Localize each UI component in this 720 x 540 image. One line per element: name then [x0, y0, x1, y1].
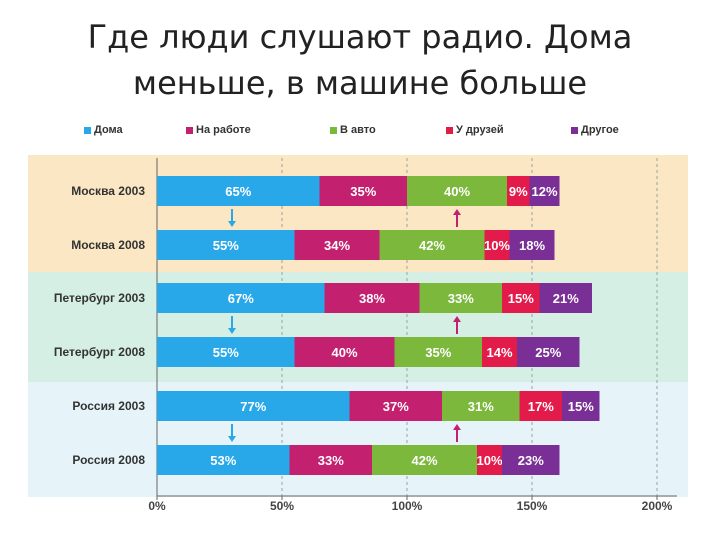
bar-car	[419, 283, 502, 313]
bar-other	[539, 283, 592, 313]
bar-work	[289, 445, 372, 475]
bar-value-label: 37%	[383, 399, 409, 414]
legend-label-home: Дома	[94, 124, 123, 136]
bar-value-label: 77%	[240, 399, 266, 414]
arrow-down-home-head	[228, 221, 236, 227]
bar-other	[517, 337, 580, 367]
bar-value-label: 65%	[225, 184, 251, 199]
bar-value-label: 14%	[486, 345, 512, 360]
bar-value-label: 33%	[448, 291, 474, 306]
title-line-2: меньше, в машине больше	[132, 64, 588, 102]
category-label: Петербург 2008	[54, 345, 145, 359]
category-label: Москва 2003	[71, 184, 145, 198]
bar-friends	[484, 230, 510, 260]
bar-car	[372, 445, 477, 475]
bar-car	[379, 230, 485, 260]
bar-value-label: 40%	[444, 184, 470, 199]
legend: Дома На работе В авто У друзей Другое	[84, 124, 684, 140]
bar-home	[157, 391, 350, 421]
bar-value-label: 9%	[509, 184, 528, 199]
bar-value-label: 23%	[518, 453, 544, 468]
bar-car	[442, 391, 520, 421]
bar-friends	[519, 391, 562, 421]
bar-value-label: 15%	[508, 291, 534, 306]
x-tick-label: 200%	[642, 499, 673, 513]
bar-other	[562, 391, 600, 421]
bar-value-label: 31%	[468, 399, 494, 414]
bar-value-label: 10%	[476, 453, 502, 468]
bar-value-label: 40%	[331, 345, 357, 360]
bar-car	[407, 176, 507, 206]
legend-item-car: В авто	[330, 124, 376, 136]
bar-friends	[477, 445, 502, 475]
bar-value-label: 42%	[411, 453, 437, 468]
category-label: Россия 2003	[72, 399, 145, 413]
bar-value-label: 42%	[419, 238, 445, 253]
legend-label-other: Другое	[581, 124, 619, 136]
legend-label-car: В авто	[340, 124, 376, 136]
arrow-up-car-head	[453, 209, 461, 215]
bar-value-label: 55%	[213, 238, 239, 253]
bar-value-label: 18%	[519, 238, 545, 253]
legend-swatch-car	[330, 126, 337, 134]
arrow-up-car-head	[453, 316, 461, 322]
bar-work	[294, 230, 380, 260]
bar-home	[157, 230, 295, 260]
legend-swatch-other	[571, 126, 578, 134]
legend-item-other: Другое	[571, 124, 619, 136]
chart-title: Где люди слушают радио. Дома меньше, в м…	[0, 14, 720, 106]
bar-work	[324, 283, 420, 313]
legend-swatch-friends	[446, 126, 453, 134]
bar-value-label: 67%	[228, 291, 254, 306]
bar-work	[294, 337, 395, 367]
bar-home	[157, 283, 325, 313]
legend-label-work: На работе	[196, 124, 251, 136]
bar-other	[502, 445, 560, 475]
legend-item-home: Дома	[84, 124, 123, 136]
legend-item-work: На работе	[186, 124, 251, 136]
bar-friends	[502, 283, 540, 313]
legend-swatch-work	[186, 126, 193, 134]
bar-value-label: 21%	[553, 291, 579, 306]
bar-value-label: 10%	[484, 238, 510, 253]
bar-value-label: 34%	[324, 238, 350, 253]
bar-value-label: 35%	[350, 184, 376, 199]
bar-value-label: 15%	[568, 399, 594, 414]
legend-item-friends: У друзей	[446, 124, 504, 136]
bar-work	[349, 391, 442, 421]
legend-label-friends: У друзей	[456, 124, 504, 136]
bar-value-label: 25%	[535, 345, 561, 360]
arrow-down-home-head	[228, 328, 236, 334]
x-tick-label: 50%	[270, 499, 294, 513]
bar-value-label: 33%	[318, 453, 344, 468]
bar-car	[394, 337, 482, 367]
x-tick-label: 0%	[148, 499, 166, 513]
bar-home	[157, 445, 290, 475]
category-label: Петербург 2003	[54, 291, 145, 305]
bar-value-label: 38%	[359, 291, 385, 306]
x-tick-label: 150%	[517, 499, 548, 513]
bar-friends	[482, 337, 517, 367]
bar-value-label: 55%	[213, 345, 239, 360]
arrow-up-car-head	[453, 424, 461, 430]
bar-value-label: 12%	[531, 184, 557, 199]
bar-value-label: 35%	[425, 345, 451, 360]
bar-value-label: 53%	[210, 453, 236, 468]
bar-value-label: 17%	[528, 399, 554, 414]
bar-friends	[507, 176, 530, 206]
bar-home	[157, 337, 295, 367]
x-tick-label: 100%	[392, 499, 423, 513]
title-line-1: Где люди слушают радио. Дома	[87, 18, 633, 56]
bar-other	[509, 230, 555, 260]
bar-home	[157, 176, 320, 206]
bar-other	[529, 176, 560, 206]
bar-work	[319, 176, 407, 206]
category-label: Россия 2008	[72, 453, 145, 467]
category-label: Москва 2008	[71, 238, 145, 252]
arrow-down-home-head	[228, 436, 236, 442]
grid-lines	[281, 158, 658, 496]
legend-swatch-home	[84, 126, 91, 134]
